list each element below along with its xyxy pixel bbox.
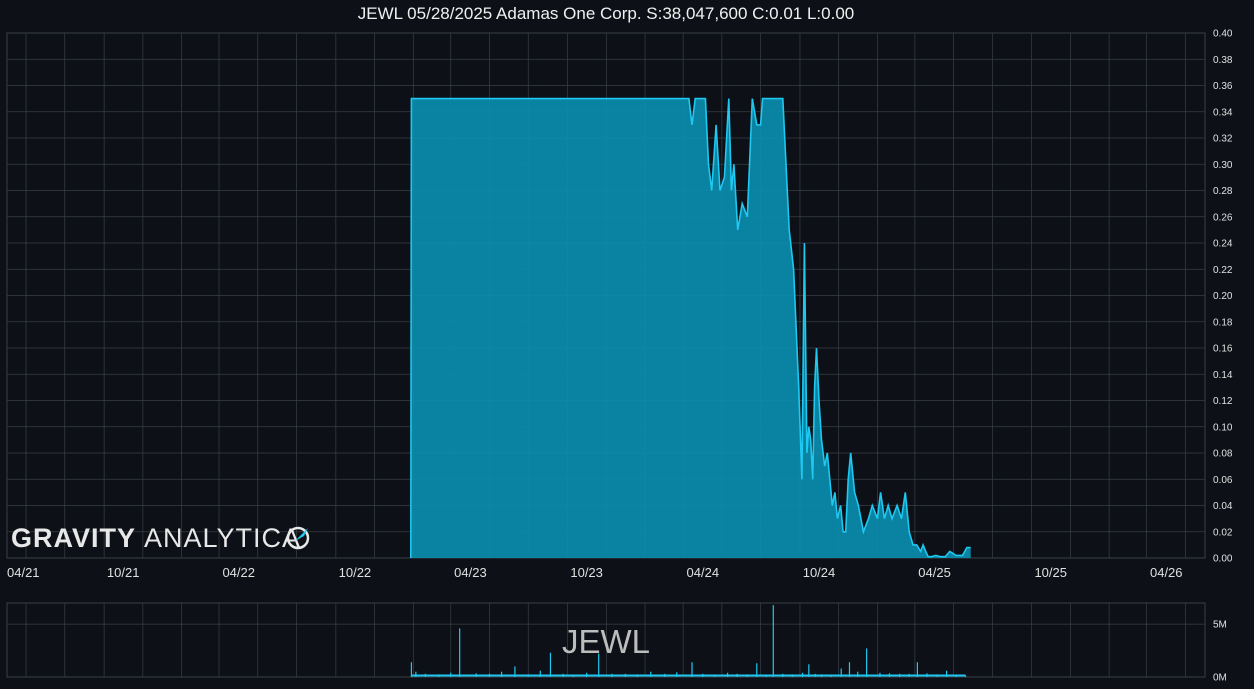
price-area-fill bbox=[410, 98, 971, 558]
rocket-icon bbox=[286, 526, 310, 550]
x-tick-label: 04/26 bbox=[1150, 565, 1183, 580]
x-tick-label: 04/23 bbox=[454, 565, 487, 580]
x-tick-label: 10/21 bbox=[107, 565, 140, 580]
volume-y-tick-label: 5M bbox=[1213, 620, 1227, 631]
chart-title: JEWL 05/28/2025 Adamas One Corp. S:38,04… bbox=[357, 4, 855, 23]
volume-y-tick-labels: 0M 5M bbox=[1213, 620, 1227, 684]
y-tick-label: 0.18 bbox=[1213, 317, 1233, 328]
volume-watermark: JEWL bbox=[562, 623, 650, 660]
gravity-analytica-logo: GRAVITY ANALYTICA bbox=[11, 523, 310, 553]
y-tick-label: 0.14 bbox=[1213, 370, 1233, 381]
y-tick-label: 0.24 bbox=[1213, 239, 1233, 250]
price-line bbox=[410, 97, 971, 559]
volume-bars bbox=[410, 605, 967, 677]
y-tick-label: 0.00 bbox=[1213, 554, 1233, 565]
y-tick-label: 0.34 bbox=[1213, 107, 1233, 118]
y-tick-label: 0.32 bbox=[1213, 134, 1233, 145]
y-tick-label: 0.36 bbox=[1213, 81, 1233, 92]
logo-text-bold: GRAVITY bbox=[11, 523, 136, 553]
y-tick-label: 0.40 bbox=[1213, 29, 1233, 40]
volume-y-tick-label: 0M bbox=[1213, 673, 1227, 684]
x-tick-label: 04/22 bbox=[222, 565, 255, 580]
y-tick-label: 0.06 bbox=[1213, 475, 1233, 486]
y-tick-label: 0.02 bbox=[1213, 527, 1233, 538]
x-tick-labels: 04/21 10/21 04/22 10/22 04/23 10/23 04/24 10/24… bbox=[7, 565, 1183, 580]
y-tick-label: 0.26 bbox=[1213, 212, 1233, 223]
y-tick-label: 0.30 bbox=[1213, 160, 1233, 171]
y-tick-label: 0.20 bbox=[1213, 291, 1233, 302]
y-tick-label: 0.16 bbox=[1213, 344, 1233, 355]
x-tick-label: 04/25 bbox=[918, 565, 951, 580]
y-tick-label: 0.12 bbox=[1213, 396, 1233, 407]
volume-grid bbox=[6, 602, 1206, 678]
x-tick-label: 10/22 bbox=[339, 565, 372, 580]
y-tick-label: 0.38 bbox=[1213, 55, 1233, 66]
x-tick-label: 10/23 bbox=[570, 565, 603, 580]
x-tick-label: 04/24 bbox=[687, 565, 720, 580]
price-y-tick-labels: 0.00 0.02 0.04 0.06 0.08 0.10 0.12 0.14 0.16 0.18… bbox=[1213, 29, 1233, 565]
y-tick-label: 0.22 bbox=[1213, 265, 1233, 276]
price-area-group bbox=[410, 97, 971, 559]
y-tick-label: 0.08 bbox=[1213, 449, 1233, 460]
logo-text-thin: ANALYTICA bbox=[144, 523, 301, 553]
x-tick-label: 10/24 bbox=[803, 565, 836, 580]
y-tick-label: 0.28 bbox=[1213, 186, 1233, 197]
x-tick-label: 10/25 bbox=[1034, 565, 1067, 580]
y-tick-label: 0.10 bbox=[1213, 422, 1233, 433]
x-tick-label: 04/21 bbox=[7, 565, 40, 580]
y-tick-label: 0.04 bbox=[1213, 501, 1233, 512]
